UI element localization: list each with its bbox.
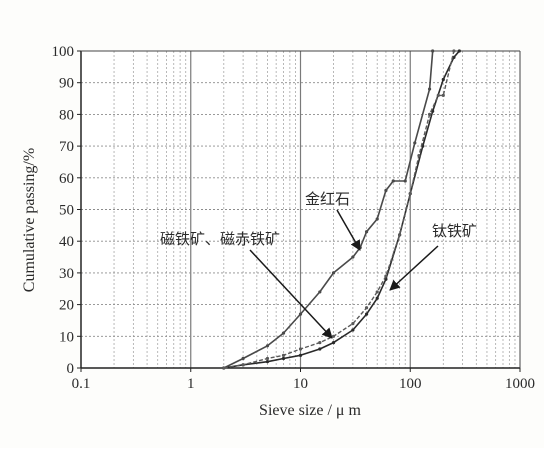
series-1-point <box>351 328 355 332</box>
series-0-point <box>281 331 286 335</box>
series-0-point <box>364 230 369 234</box>
series-0-point <box>384 188 388 193</box>
series-1-point <box>331 341 336 345</box>
annotation-rutile-label: 金红石 <box>305 190 350 208</box>
annotation-rutile-arrow <box>336 209 361 251</box>
y-tick-label: 60 <box>59 171 74 187</box>
series-1-point <box>441 77 445 82</box>
annotations: 金红石 磁铁矿、磁赤铁矿 钛铁矿 <box>160 190 477 339</box>
y-tick-label: 90 <box>59 76 74 92</box>
x-axis-label: Sieve size / μ m <box>259 402 361 419</box>
x-tick-label: 100 <box>399 376 422 392</box>
y-tick-label: 50 <box>59 203 74 219</box>
y-axis-label: Cumulative passing/% <box>21 148 38 292</box>
x-tick-label: 10 <box>293 376 308 392</box>
series-1-point <box>298 353 303 357</box>
series-0-point <box>241 356 245 361</box>
series-2-point <box>441 93 445 97</box>
series-2-point <box>241 363 245 367</box>
annotation-ilmenite-arrow <box>389 245 439 291</box>
series-0-point <box>391 179 395 183</box>
series-1-point <box>265 360 270 364</box>
y-tick-label: 100 <box>52 44 75 60</box>
x-tick-label: 0.1 <box>72 376 91 392</box>
y-tick-label: 10 <box>59 329 74 345</box>
series-1-point <box>457 49 461 53</box>
y-tick-label: 70 <box>59 139 74 155</box>
series-0-point <box>331 271 336 275</box>
annotation-magnetite-label: 磁铁矿、磁赤铁矿 <box>160 230 280 248</box>
series-1-point <box>281 356 286 361</box>
y-tick-label: 80 <box>59 107 74 123</box>
series-2-point <box>364 306 369 310</box>
x-tick-label: 1 <box>187 376 195 392</box>
series-0-point <box>318 290 322 294</box>
series-0-point <box>413 141 417 145</box>
series-0-point <box>351 255 355 259</box>
series-0-point <box>431 49 435 53</box>
series-2-point <box>318 341 322 345</box>
series-2-point <box>408 192 412 196</box>
grid-lines <box>80 50 520 369</box>
series-2-point <box>375 290 379 294</box>
y-tick-label: 30 <box>59 266 74 282</box>
series-0-point <box>403 179 407 183</box>
y-tick-label: 0 <box>67 361 75 377</box>
annotation-magnetite-arrow <box>249 249 333 339</box>
series-2-point <box>417 154 421 158</box>
series-2-point <box>222 366 226 370</box>
series-2-point <box>384 274 388 278</box>
series-1-point <box>364 312 369 316</box>
series-line-2 <box>223 50 455 369</box>
tick-labels: 0 10 20 30 40 50 60 70 80 90 100 0.1 1 10 100 1000 <box>52 44 536 392</box>
series-2-point <box>298 347 303 351</box>
series-line-1 <box>223 50 460 369</box>
series-2-point <box>331 334 336 338</box>
series-2-point <box>351 322 355 326</box>
x-tick-label: 1000 <box>505 376 535 392</box>
series-2-point <box>281 353 286 357</box>
series-1-point <box>318 347 322 351</box>
series-0-point <box>427 87 432 91</box>
y-tick-label: 20 <box>59 298 74 314</box>
annotation-ilmenite-label: 钛铁矿 <box>432 222 477 240</box>
series-2-point <box>452 49 456 53</box>
series-2-point <box>398 233 402 237</box>
y-tick-label: 40 <box>59 234 74 250</box>
series-0-point <box>265 344 270 348</box>
series-0-point <box>298 312 303 316</box>
series-2-point <box>265 356 270 361</box>
series-1-point <box>375 296 379 300</box>
series-2-point <box>427 112 432 116</box>
series-0-point <box>375 217 379 221</box>
series-2-point <box>436 93 440 97</box>
series-lines <box>222 49 461 370</box>
